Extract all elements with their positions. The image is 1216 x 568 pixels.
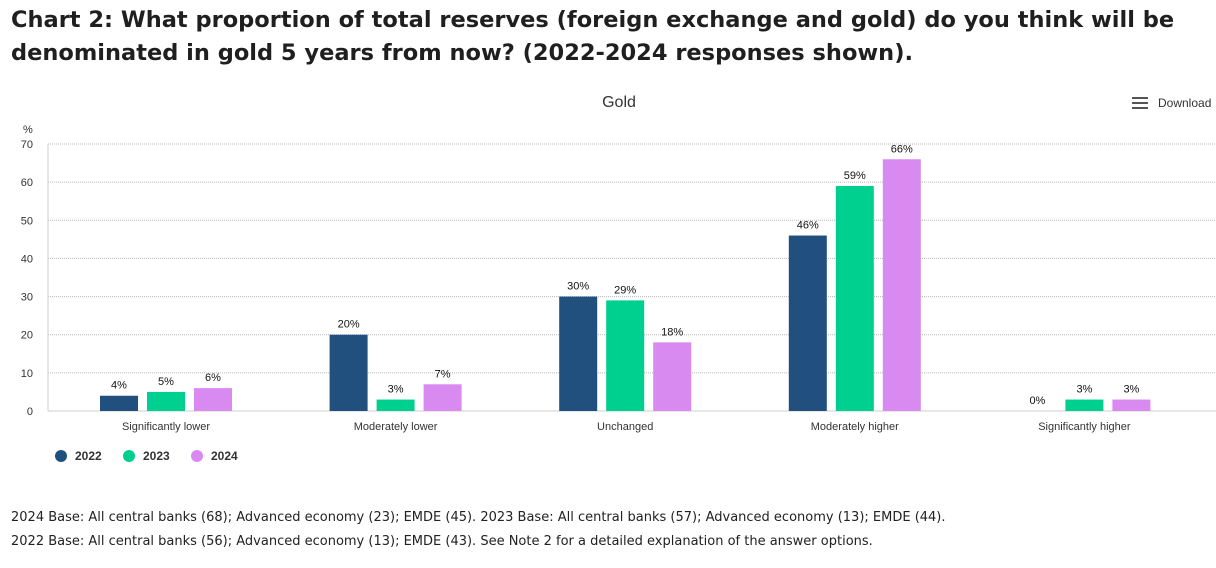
chart-notes: 2024 Base: All central banks (68); Advan…: [11, 506, 946, 554]
x-tick-label: Unchanged: [597, 421, 653, 433]
x-tick-label: Moderately higher: [811, 421, 899, 433]
x-tick-label: Significantly higher: [1038, 421, 1131, 433]
legend-label-2024: 2024: [211, 449, 238, 463]
y-tick-label: 20: [21, 330, 33, 342]
data-label-2024: 6%: [205, 372, 221, 384]
bar-2022: [788, 235, 827, 411]
data-label-2024: 3%: [1123, 384, 1139, 396]
y-axis-unit-label: %: [23, 124, 33, 136]
download-button[interactable]: Download: [1132, 96, 1211, 110]
note-line-2: 2022 Base: All central banks (56); Advan…: [11, 534, 873, 549]
data-label-2023: 5%: [158, 376, 174, 388]
x-tick-label: Moderately lower: [354, 421, 438, 433]
gold-chart: Gold% 0 10 20 30 40 50 60 70 Significantly lower 4…: [21, 94, 1216, 463]
data-label-2022: 20%: [338, 319, 360, 331]
y-tick-label: 30: [21, 292, 33, 304]
chart-title: Gold: [602, 94, 636, 111]
legend-marker-2022: [55, 450, 67, 462]
y-tick-label: 0: [27, 406, 33, 418]
page-title: Chart 2: What proportion of total reserv…: [11, 4, 1201, 70]
bar-2022: [100, 395, 138, 411]
y-tick-label: 60: [21, 177, 33, 189]
bar-2022: [559, 296, 598, 411]
bar-2024: [194, 388, 232, 411]
legend-marker-2024: [191, 450, 203, 462]
data-label-2022: 46%: [797, 220, 819, 232]
data-label-2024: 18%: [661, 326, 683, 338]
data-label-2022: 4%: [111, 380, 127, 392]
bar-2024: [423, 384, 462, 411]
bar-2023: [606, 300, 645, 411]
bar-2023: [1065, 399, 1104, 411]
download-label: Download: [1158, 96, 1212, 110]
y-tick-label: 40: [21, 253, 33, 265]
legend-marker-2023: [123, 450, 135, 462]
data-label-2022: 0%: [1029, 395, 1045, 407]
data-label-2023: 59%: [844, 170, 866, 182]
page-title-line-1: Chart 2: What proportion of total reserv…: [11, 7, 1175, 33]
data-label-2023: 3%: [388, 384, 404, 396]
legend-label-2022: 2022: [75, 449, 102, 463]
bar-2024: [1112, 399, 1151, 411]
data-label-2024: 66%: [891, 143, 913, 155]
page-title-line-2: denominated in gold 5 years from now? (2…: [11, 40, 914, 66]
note-line-1: 2024 Base: All central banks (68); Advan…: [11, 510, 946, 525]
bar-2024: [882, 159, 921, 411]
bar-2022: [329, 334, 368, 411]
y-tick-label: 50: [21, 215, 33, 227]
bar-2023: [835, 185, 874, 411]
y-tick-label: 10: [21, 368, 33, 380]
bar-2023: [376, 399, 415, 411]
data-label-2023: 3%: [1076, 384, 1092, 396]
data-label-2022: 30%: [567, 281, 589, 293]
y-tick-label: 70: [21, 139, 33, 151]
bar-2024: [653, 342, 692, 411]
x-tick-label: Significantly lower: [122, 421, 210, 433]
data-label-2023: 29%: [614, 284, 636, 296]
data-label-2024: 7%: [435, 368, 451, 380]
hamburger-menu-icon: [1132, 97, 1148, 109]
bar-2023: [147, 391, 185, 411]
legend-label-2023: 2023: [143, 449, 170, 463]
